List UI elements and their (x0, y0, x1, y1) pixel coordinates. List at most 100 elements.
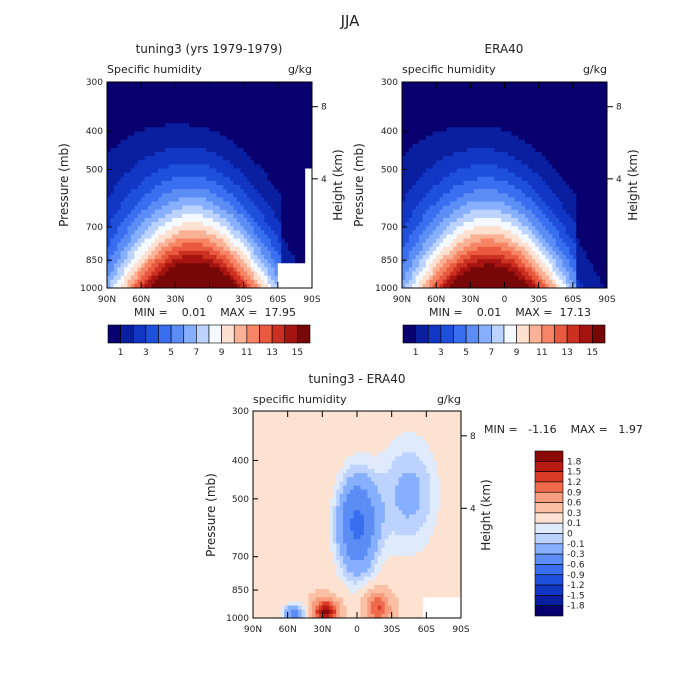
contour-cell (274, 271, 279, 277)
contour-cell (144, 123, 149, 128)
contour-cell (223, 250, 227, 256)
contour-cell (528, 86, 533, 91)
contour-cell (209, 263, 214, 268)
contour-cell (144, 255, 149, 260)
contour-cell (178, 185, 183, 190)
contour-cell (277, 197, 282, 202)
contour-cell (226, 180, 231, 186)
contour-cell (446, 156, 451, 161)
contour-cell (158, 217, 163, 223)
contour-cell (432, 143, 437, 149)
contour-cell (158, 230, 163, 235)
contour-cell (405, 152, 410, 157)
contour-cell (189, 123, 193, 128)
contour-cell (548, 197, 553, 202)
contour-cell (168, 94, 173, 99)
contour-cell (154, 201, 159, 206)
contour-cell (216, 110, 221, 116)
contour-cell (294, 86, 299, 91)
contour-cell (301, 275, 306, 281)
contour-cell (199, 135, 204, 141)
contour-cell (264, 160, 268, 165)
contour-cell (603, 152, 608, 157)
contour-cell (511, 185, 516, 190)
contour-cell (243, 127, 248, 132)
contour-cell (432, 139, 437, 145)
contour-cell (110, 275, 115, 281)
contour-cell (189, 246, 193, 252)
contour-cell (531, 160, 536, 165)
contour-cell (477, 160, 481, 165)
contour-cell (514, 114, 519, 120)
contour-cell (195, 131, 200, 136)
contour-cell (528, 143, 533, 149)
contour-cell (277, 123, 282, 128)
contour-cell (189, 114, 193, 120)
contour-cell (422, 209, 427, 215)
contour-cell (212, 139, 217, 145)
contour-cell (460, 197, 464, 202)
contour-cell (566, 189, 570, 194)
contour-cell (171, 242, 176, 248)
contour-cell (271, 193, 275, 198)
contour-cell (525, 139, 529, 145)
contour-cell (531, 139, 536, 145)
contour-cell (443, 90, 447, 95)
contour-cell (504, 168, 509, 174)
contour-cell (291, 279, 296, 285)
contour-cell (175, 102, 180, 108)
contour-cell (449, 164, 454, 169)
contour-cell (267, 110, 272, 116)
contour-cell (576, 139, 581, 145)
contour-cell (175, 110, 180, 116)
contour-cell (274, 197, 279, 202)
contour-cell (158, 259, 163, 264)
contour-cell (182, 98, 186, 103)
contour-cell (436, 90, 440, 95)
contour-cell (586, 160, 591, 165)
contour-cell (559, 201, 563, 206)
y-axis-label: Pressure (mb) (57, 143, 71, 227)
contour-cell (288, 222, 292, 227)
contour-cell (236, 259, 241, 264)
contour-cell (586, 106, 591, 112)
contour-cell (429, 180, 434, 186)
contour-cell (257, 201, 262, 206)
contour-cell (514, 123, 519, 128)
contour-cell (182, 275, 186, 281)
contour-cell (110, 119, 115, 124)
contour-cell (151, 189, 156, 194)
contour-cell (480, 168, 485, 174)
contour-cell (600, 172, 604, 178)
contour-cell (192, 275, 197, 281)
contour-cell (576, 160, 581, 165)
contour-cell (477, 110, 481, 116)
contour-cell (308, 259, 313, 264)
contour-cell (281, 176, 286, 182)
contour-cell (113, 246, 118, 252)
contour-cell (168, 135, 173, 141)
contour-cell (127, 106, 132, 112)
contour-cell (305, 176, 309, 182)
contour-cell (470, 106, 475, 112)
contour-cell (158, 226, 163, 231)
contour-cell (535, 197, 540, 202)
contour-cell (569, 147, 574, 153)
contour-cell (548, 82, 553, 87)
contour-cell (562, 176, 567, 182)
contour-cell (161, 156, 166, 161)
contour-cell (596, 143, 601, 149)
contour-cell (216, 271, 221, 277)
contour-cell (230, 94, 234, 99)
contour-cell (206, 98, 210, 103)
contour-cell (185, 246, 190, 252)
contour-cell (247, 168, 251, 174)
contour-cell (158, 164, 163, 169)
contour-cell (408, 90, 413, 95)
contour-cell (141, 143, 145, 149)
contour-cell (484, 201, 488, 206)
contour-cell (277, 131, 282, 136)
contour-cell (531, 201, 536, 206)
contour-cell (141, 164, 145, 169)
contour-cell (425, 176, 430, 182)
